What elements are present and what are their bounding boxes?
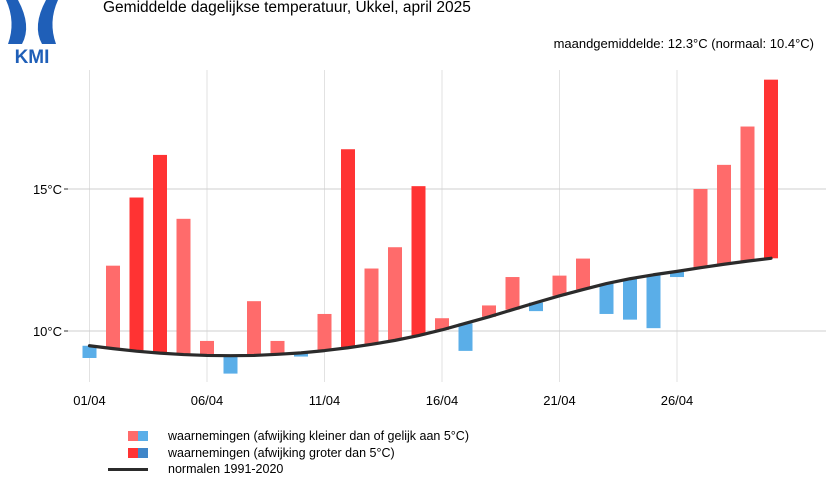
legend-label: waarnemingen (afwijking kleiner dan of g… — [168, 429, 469, 443]
bar-day-3 — [129, 197, 144, 352]
kmi-logo: KMI — [6, 0, 58, 66]
bar-day-4 — [153, 154, 167, 354]
bar-day-16 — [435, 318, 449, 330]
bar-day-2 — [106, 265, 120, 349]
logo-wave-left — [6, 0, 12, 44]
bar-day-23 — [599, 283, 614, 314]
legend-swatch-warm-small — [128, 431, 138, 441]
legend-line-normals — [108, 468, 148, 471]
bars — [82, 79, 778, 374]
bar-day-27 — [693, 189, 708, 268]
x-tick-label: 11/04 — [309, 393, 341, 408]
bar-day-7 — [223, 355, 238, 374]
chart-title: Gemiddelde dagelijkse temperatuur, Ukkel… — [103, 0, 471, 16]
x-tick-label: 06/04 — [191, 393, 224, 408]
bar-day-22 — [576, 258, 590, 290]
bar-day-6 — [200, 340, 214, 356]
bar-day-5 — [176, 218, 191, 355]
bar-day-20 — [529, 302, 543, 312]
bar-day-19 — [505, 277, 520, 310]
bar-day-29 — [740, 126, 755, 262]
bar-day-26 — [670, 271, 684, 278]
normal-line — [87, 256, 773, 358]
x-tick-label: 21/04 — [543, 393, 576, 408]
legend-swatch-cold-large — [138, 448, 148, 458]
legend-label: waarnemingen (afwijking groter dan 5°C) — [168, 446, 395, 460]
bar-day-1 — [82, 345, 97, 358]
bar-day-13 — [364, 268, 379, 345]
bar-day-28 — [717, 164, 731, 265]
logo-wave-right — [52, 0, 58, 44]
bar-day-14 — [388, 247, 402, 341]
bar-day-12 — [341, 149, 355, 348]
logo-center — [18, 0, 46, 44]
bar-day-8 — [247, 301, 261, 356]
x-tick-label: 01/04 — [73, 393, 106, 408]
legend-swatch-warm-large — [128, 448, 138, 458]
logo-text: KMI — [15, 47, 50, 66]
y-tick-label: 10°C — [33, 324, 62, 339]
monthly-average: maandgemiddelde: 12.3°C (normaal: 10.4°C… — [553, 36, 814, 51]
bar-day-15 — [411, 186, 426, 336]
legend-label: normalen 1991-2020 — [168, 462, 284, 476]
bar-day-30 — [764, 79, 778, 259]
legend-swatch-cold-small — [138, 431, 148, 441]
bar-day-10 — [294, 352, 308, 357]
x-tick-label: 26/04 — [661, 393, 694, 408]
bar-day-11 — [317, 313, 332, 351]
legend-item-large-deviation: waarnemingen (afwijking groter dan 5°C) — [128, 446, 395, 460]
legend-item-small-deviation: waarnemingen (afwijking kleiner dan of g… — [128, 429, 469, 443]
bar-day-17 — [458, 323, 473, 351]
bar-day-21 — [552, 275, 567, 296]
x-tick-label: 16/04 — [426, 393, 459, 408]
bar-day-18 — [482, 305, 496, 317]
bar-day-9 — [270, 340, 285, 355]
y-tick-label: 15°C — [33, 182, 62, 197]
bar-day-25 — [646, 274, 661, 329]
bar-day-24 — [623, 278, 637, 320]
